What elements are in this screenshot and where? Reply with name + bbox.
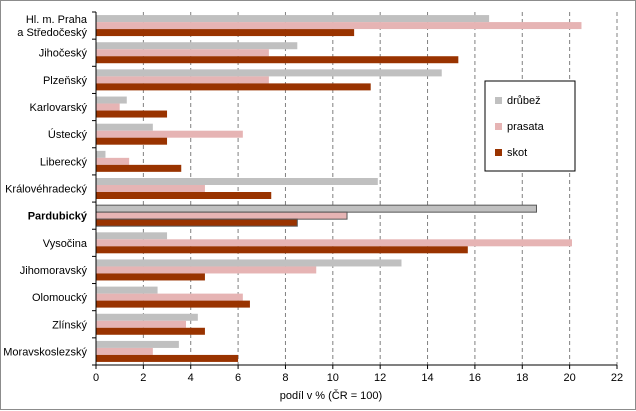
- legend-swatch-skot: [495, 149, 502, 156]
- bar-skot: [96, 110, 168, 118]
- bar-skot: [96, 56, 459, 64]
- bar-prasata: [96, 320, 186, 328]
- category-label: Zlínský: [52, 319, 87, 331]
- category-label: Jihomoravský: [20, 265, 88, 277]
- bar-drůbež: [96, 42, 298, 50]
- bar-drůbež: [96, 286, 158, 294]
- axes: [92, 11, 618, 369]
- bar-prasata: [96, 239, 573, 247]
- category-label: Liberecký: [40, 156, 88, 168]
- bar-skot: [96, 273, 205, 281]
- bar-drůbež: [96, 232, 168, 240]
- x-tick-label: 18: [516, 372, 528, 384]
- gridlines: [142, 12, 618, 365]
- bar-skot: [96, 246, 468, 254]
- bar-skot: [96, 327, 205, 335]
- category-label: Plzeňský: [43, 75, 88, 87]
- x-tick-label: 20: [564, 372, 576, 384]
- legend-swatch-drůbež: [495, 97, 502, 104]
- x-tick-label: 22: [611, 372, 623, 384]
- x-tick-labels: 0 2 4 6 8 10 12 14 16 18 20 22: [93, 372, 623, 384]
- legend-label: drůbež: [507, 95, 541, 107]
- bar-drůbež: [96, 150, 106, 158]
- bar-drůbež: [96, 340, 179, 348]
- category-label: Olomoucký: [32, 292, 88, 304]
- x-tick-label: 16: [469, 372, 481, 384]
- bar-prasata: [96, 157, 130, 165]
- legend-swatch-prasata: [495, 123, 502, 130]
- bar-drůbež: [96, 259, 402, 267]
- x-tick-label: 8: [282, 372, 288, 384]
- bar-prasata: [96, 293, 243, 301]
- legend-label: skot: [507, 147, 527, 159]
- bar-drůbež: [96, 15, 490, 23]
- legend: drůbež prasata skot: [484, 80, 576, 172]
- bar-skot: [96, 164, 182, 172]
- bar-drůbež: [95, 204, 537, 213]
- bar-prasata: [96, 130, 243, 138]
- bar-prasata: [96, 185, 205, 192]
- category-label: Vysočina: [43, 238, 88, 250]
- x-tick-label: 0: [93, 372, 99, 384]
- x-tick-label: 12: [374, 372, 386, 384]
- bar-prasata: [96, 103, 120, 111]
- category-label: Moravskoslezský: [3, 346, 87, 358]
- category-label: Ústecký: [48, 128, 88, 141]
- legend-label: prasata: [507, 121, 545, 133]
- bar-skot: [96, 137, 168, 145]
- x-tick-label: 14: [421, 372, 433, 384]
- category-label: Karlovarský: [30, 102, 88, 114]
- category-label: Královéhradecký: [5, 184, 87, 196]
- bar-prasata: [96, 22, 582, 30]
- bar-drůbež: [96, 96, 127, 104]
- bar-drůbež: [96, 69, 442, 77]
- bar-skot: [96, 300, 250, 308]
- x-tick-label: 2: [140, 372, 146, 384]
- bar-drůbež: [96, 313, 198, 321]
- category-label: a Středočeský: [17, 27, 87, 39]
- bar-drůbež: [96, 178, 378, 185]
- category-label: Hl. m. Praha: [26, 14, 88, 26]
- x-tick-label: 4: [188, 372, 194, 384]
- bar-prasata: [96, 49, 269, 57]
- bar-skot: [96, 354, 239, 362]
- bar-prasata: [96, 347, 153, 355]
- x-axis-title: podíl v % (ČR = 100): [280, 389, 382, 402]
- x-tick-label: 6: [235, 372, 241, 384]
- bars: [95, 15, 582, 362]
- bar-skot: [96, 29, 355, 37]
- bar-prasata: [96, 76, 269, 84]
- bar-drůbež: [96, 123, 153, 131]
- bar-skot: [95, 218, 298, 227]
- bar-skot: [96, 83, 371, 91]
- bar-prasata: [96, 266, 317, 274]
- category-label: Jihočeský: [39, 48, 88, 60]
- bar-skot: [96, 192, 272, 199]
- bar-prasata: [95, 211, 348, 220]
- x-tick-label: 10: [327, 372, 339, 384]
- category-label: Pardubický: [28, 211, 88, 223]
